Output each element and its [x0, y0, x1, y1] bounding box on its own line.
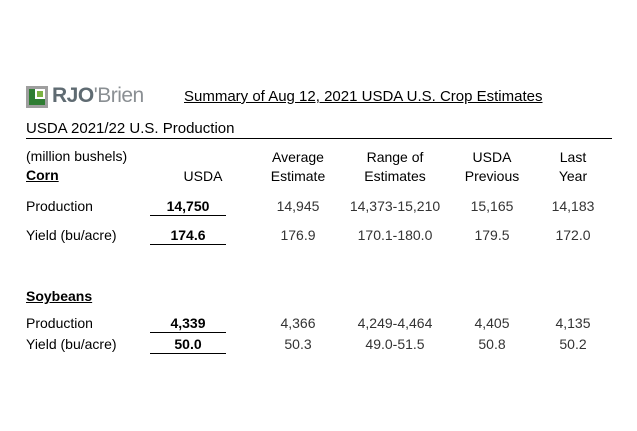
page-title: Summary of Aug 12, 2021 USDA U.S. Crop E…	[184, 88, 543, 105]
soybeans-yield-usda: 50.0	[150, 336, 226, 354]
col-header-average: Average Estimate	[258, 148, 338, 186]
col-header-last-line2: Year	[558, 168, 588, 184]
col-header-range-line2: Estimates	[364, 168, 426, 184]
units-label: (million bushels)	[26, 148, 128, 164]
soybeans-yield-last-year: 50.2	[559, 336, 587, 352]
soybeans-production-usda: 4,339	[150, 315, 226, 333]
soybeans-yield-label: Yield (bu/acre)	[26, 336, 117, 352]
soybeans-production-label: Production	[26, 315, 93, 331]
logo-wordmark: RJO'Brien	[52, 84, 144, 108]
col-header-average-line2: Estimate	[270, 168, 326, 184]
col-header-average-line1: Average	[272, 149, 324, 165]
logo-text-suffix: 'Brien	[93, 84, 145, 107]
corn-production-previous: 15,165	[470, 198, 514, 214]
corn-production-usda: 14,750	[150, 198, 226, 216]
col-header-range: Range of Estimates	[345, 148, 445, 186]
title-divider	[26, 138, 612, 139]
corn-production-label: Production	[26, 198, 93, 214]
logo-text-prefix: RJO	[52, 84, 94, 107]
corn-yield-range: 170.1-180.0	[357, 227, 433, 243]
corn-yield-previous: 179.5	[474, 227, 510, 243]
page-subtitle: USDA 2021/22 U.S. Production	[26, 120, 235, 137]
corn-yield-label: Yield (bu/acre)	[26, 227, 117, 243]
corn-production-last-year: 14,183	[551, 198, 595, 214]
soybeans-production-previous: 4,405	[474, 315, 510, 331]
soybeans-yield-previous: 50.8	[478, 336, 506, 352]
col-header-usda: USDA	[183, 168, 223, 184]
col-header-previous-line1: USDA	[472, 149, 512, 165]
corn-production-range: 14,373-15,210	[349, 198, 441, 214]
corn-heading: Corn	[26, 167, 59, 183]
soybeans-yield-average: 50.3	[284, 336, 312, 352]
col-header-previous: USDA Previous	[452, 148, 532, 186]
corn-production-average: 14,945	[276, 198, 320, 214]
col-header-range-line1: Range of	[366, 149, 424, 165]
corn-yield-usda: 174.6	[150, 227, 226, 245]
col-header-previous-line2: Previous	[464, 168, 520, 184]
soybeans-heading: Soybeans	[26, 288, 93, 304]
rjo-brien-logo-icon	[26, 86, 48, 108]
corn-yield-average: 176.9	[280, 227, 316, 243]
soybeans-production-last-year: 4,135	[555, 315, 591, 331]
corn-yield-last-year: 172.0	[555, 227, 591, 243]
soybeans-production-average: 4,366	[280, 315, 316, 331]
soybeans-production-range: 4,249-4,464	[357, 315, 433, 331]
col-header-last-year: Last Year	[540, 148, 606, 186]
soybeans-yield-range: 49.0-51.5	[365, 336, 425, 352]
col-header-last-line1: Last	[559, 149, 587, 165]
